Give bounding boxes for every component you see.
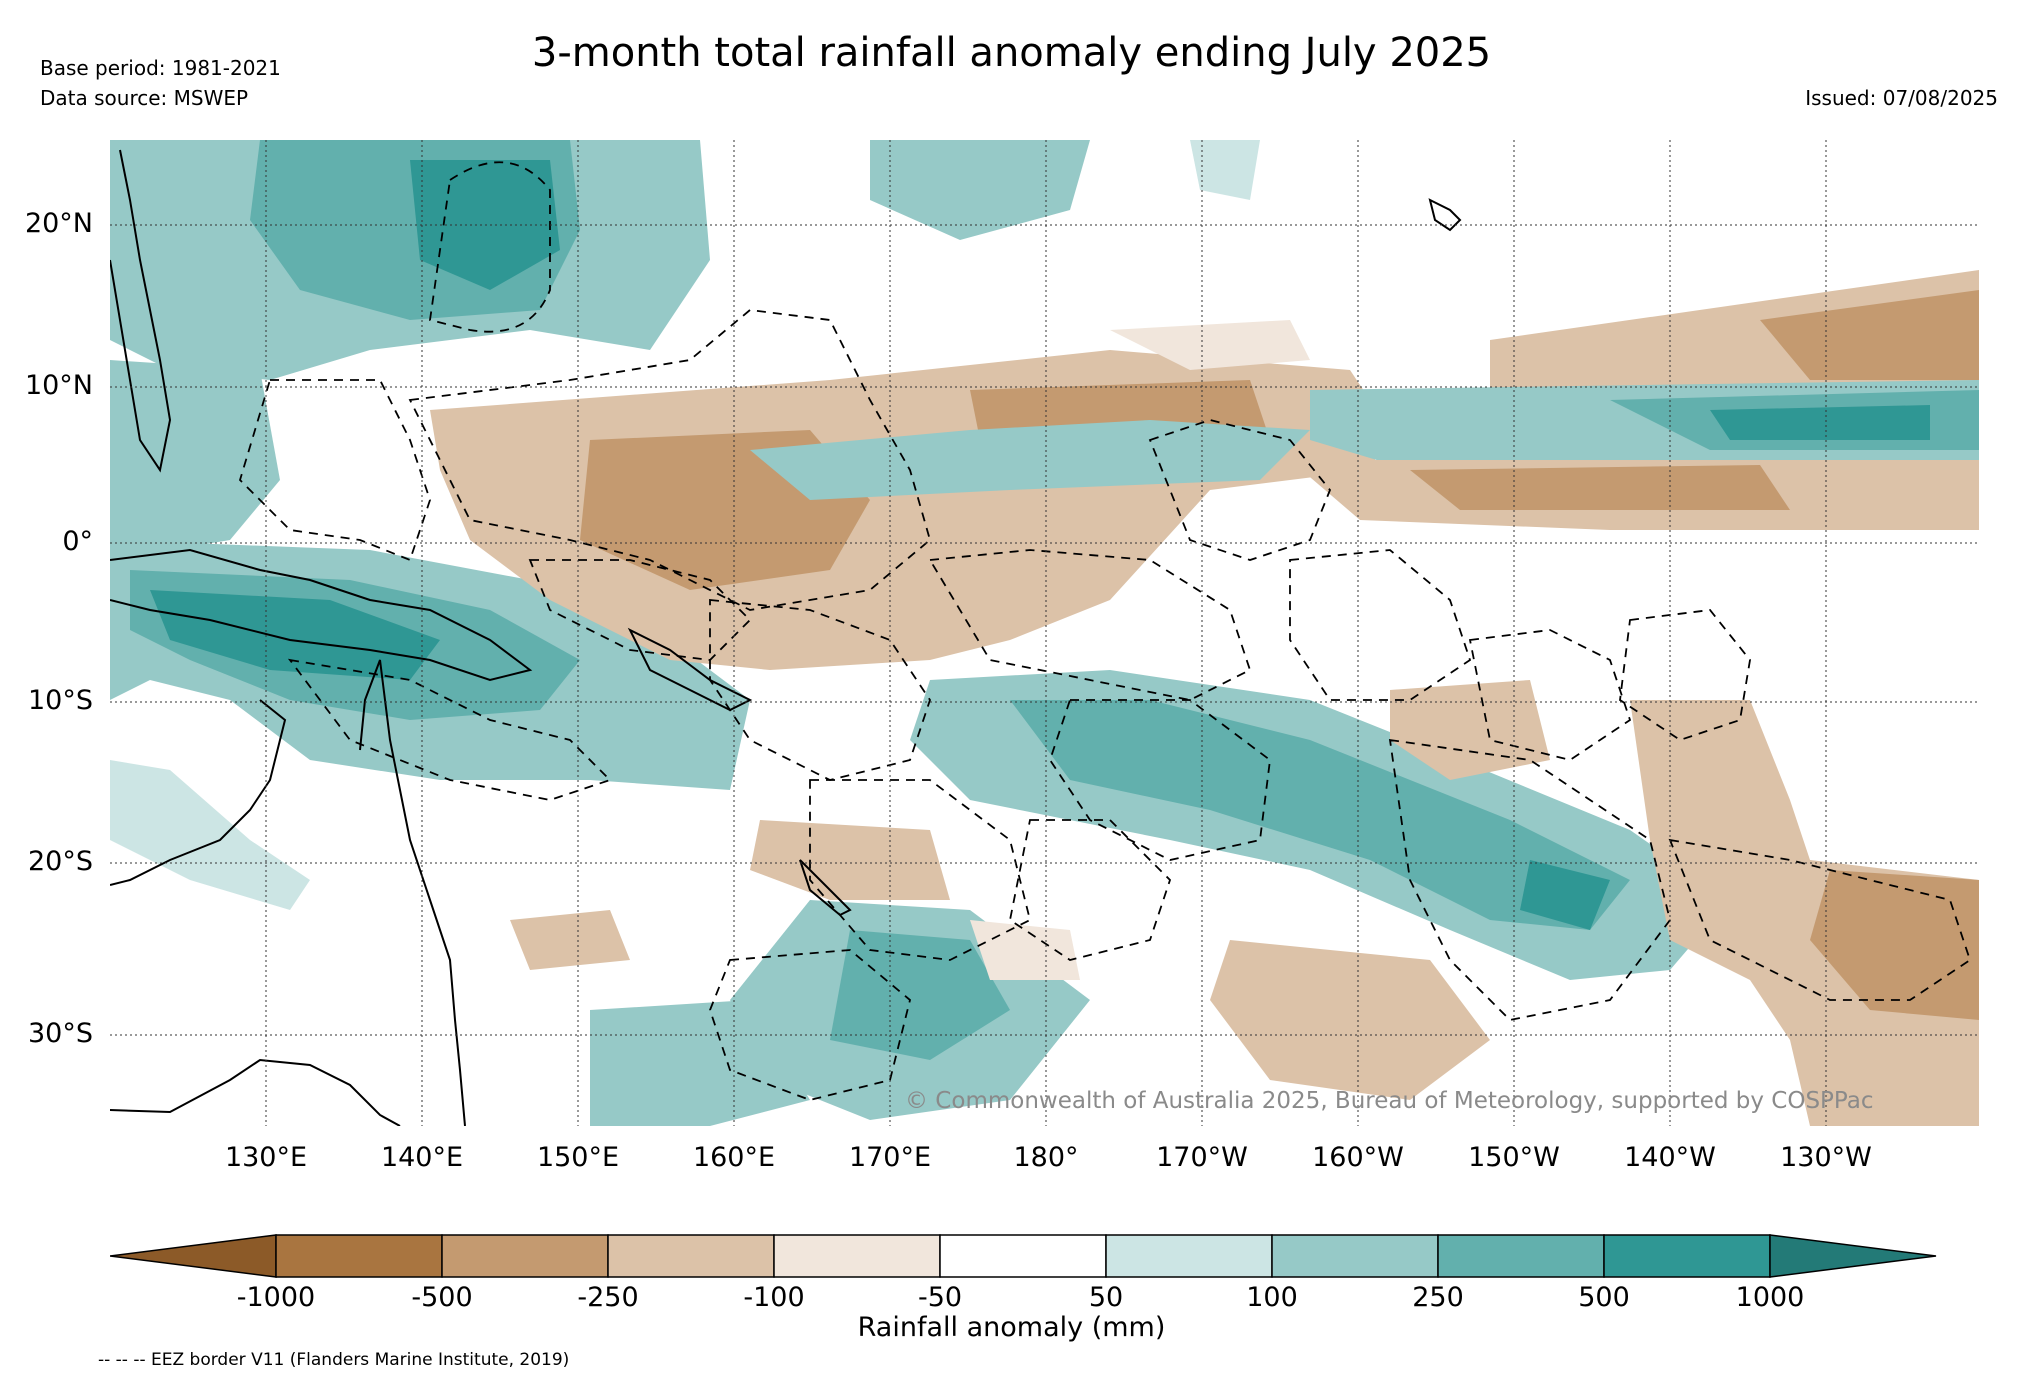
wet-anomaly-region [150, 590, 440, 680]
lon-label: 170°E [848, 1142, 932, 1173]
eez-border [1668, 838, 1972, 1001]
coastlines [110, 149, 1462, 1126]
lon-label: 160°E [692, 1142, 776, 1173]
colorbar-tick-label: 100 [1246, 1282, 1298, 1313]
dry-anomaly-region [970, 920, 1080, 980]
lon-label: 140°E [380, 1142, 464, 1173]
dry-anomaly-region [750, 820, 950, 900]
wet-anomaly-region [1190, 140, 1260, 200]
wet-anomaly-region [1710, 405, 1930, 440]
colorbar-swatch [1603, 1234, 1771, 1278]
map-title: 3-month total rainfall anomaly ending Ju… [531, 30, 1492, 76]
colorbar-swatch [773, 1234, 941, 1278]
eez-borders [238, 161, 1972, 1101]
colorbar-tick-label: -50 [917, 1282, 963, 1313]
colorbar-tick-label: 1000 [1735, 1282, 1805, 1313]
lon-label: 130°E [224, 1142, 308, 1173]
philippines-coastline [110, 149, 172, 473]
issued-date-text: Issued: 07/08/2025 [1805, 86, 1998, 110]
colorbar-swatch [441, 1234, 609, 1278]
eez-border [528, 559, 752, 661]
colorbar-tick-label: -100 [743, 1282, 805, 1313]
new-guinea-coastline [110, 548, 533, 682]
dry-anomaly-region [1210, 940, 1490, 1100]
lat-label: 30°S [28, 1018, 93, 1049]
lon-label: 130°W [1780, 1142, 1872, 1173]
eez-border [1468, 629, 1632, 761]
wet-anomaly-region [110, 760, 310, 910]
australia-coastline [110, 1058, 401, 1126]
eez-border [1619, 609, 1751, 741]
lat-label: 20°S [28, 846, 93, 877]
lon-label: 170°W [1156, 1142, 1248, 1173]
eez-border [287, 658, 612, 801]
lat-label: 20°N [24, 208, 93, 239]
eez-border [428, 161, 551, 333]
eez-border [809, 779, 1032, 961]
eez-border [709, 949, 912, 1101]
lon-label: 140°W [1624, 1142, 1716, 1173]
dry-anomaly-region [1760, 290, 1979, 380]
colorbar-tick-label: -1000 [236, 1282, 316, 1313]
map-canvas [110, 140, 1979, 1126]
colorbar-label: Rainfall anomaly (mm) [857, 1312, 1166, 1343]
lon-label: 160°W [1312, 1142, 1404, 1173]
eez-border [408, 309, 932, 611]
eez-border [1388, 738, 1671, 1021]
lat-label: 10°S [28, 685, 93, 716]
eez-border [238, 379, 431, 562]
copyright-notice: © Commonwealth of Australia 2025, Bureau… [905, 1088, 1874, 1114]
rainfall-anomaly-map [110, 140, 1979, 1126]
base-period-text: Base period: 1981-2021 [40, 56, 281, 80]
colorbar-swatch [1271, 1234, 1439, 1278]
eez-border [928, 549, 1252, 701]
colorbar [110, 1234, 1937, 1278]
anomaly-shading [110, 140, 1979, 1126]
wet-anomaly-region [110, 360, 280, 560]
colorbar-tick-label: 50 [1088, 1282, 1124, 1313]
queensland-coastline [359, 659, 466, 1126]
colorbar-extend-high [1769, 1234, 1937, 1278]
wet-anomaly-region [870, 140, 1090, 240]
wet-anomaly-region [590, 1000, 810, 1126]
colorbar-swatch [1437, 1234, 1605, 1278]
graticule [110, 140, 1979, 1126]
data-source-text: Data source: MSWEP [40, 86, 249, 110]
lon-label: 150°E [536, 1142, 620, 1173]
colorbar-tick-label: 500 [1578, 1282, 1630, 1313]
wet-anomaly-region [830, 930, 1010, 1060]
colorbar-extend-low [110, 1234, 277, 1278]
colorbar-tick-label: 250 [1412, 1282, 1464, 1313]
dry-anomaly-region [1110, 320, 1310, 370]
eez-border-note: -- -- -- EEZ border V11 (Flanders Marine… [98, 1350, 570, 1370]
colorbar-swatch [1105, 1234, 1273, 1278]
dry-anomaly-region [1630, 700, 1979, 1126]
dry-anomaly-region [510, 910, 630, 970]
eez-border [709, 599, 931, 781]
colorbar-swatch [939, 1234, 1107, 1278]
eez-border [1008, 819, 1172, 961]
lat-label: 10°N [24, 370, 93, 401]
dry-anomaly-region [1390, 680, 1550, 780]
eez-border [1289, 549, 1472, 701]
lat-label: 0° [62, 526, 93, 557]
cape-york-coastline [110, 699, 287, 886]
wet-anomaly-region [1520, 860, 1610, 930]
colorbar-tick-label: -500 [411, 1282, 473, 1313]
eez-border [1049, 699, 1271, 861]
lon-label: 180° [1013, 1142, 1079, 1173]
colorbar-swatch [607, 1234, 775, 1278]
wet-anomaly-region [1010, 700, 1630, 930]
solomon-islands-coastline [627, 627, 753, 712]
lon-label: 150°W [1468, 1142, 1560, 1173]
new-caledonia-coastline [799, 859, 852, 917]
dry-anomaly-region [1410, 465, 1790, 510]
colorbar-swatch [275, 1234, 443, 1278]
colorbar-tick-label: -250 [577, 1282, 639, 1313]
